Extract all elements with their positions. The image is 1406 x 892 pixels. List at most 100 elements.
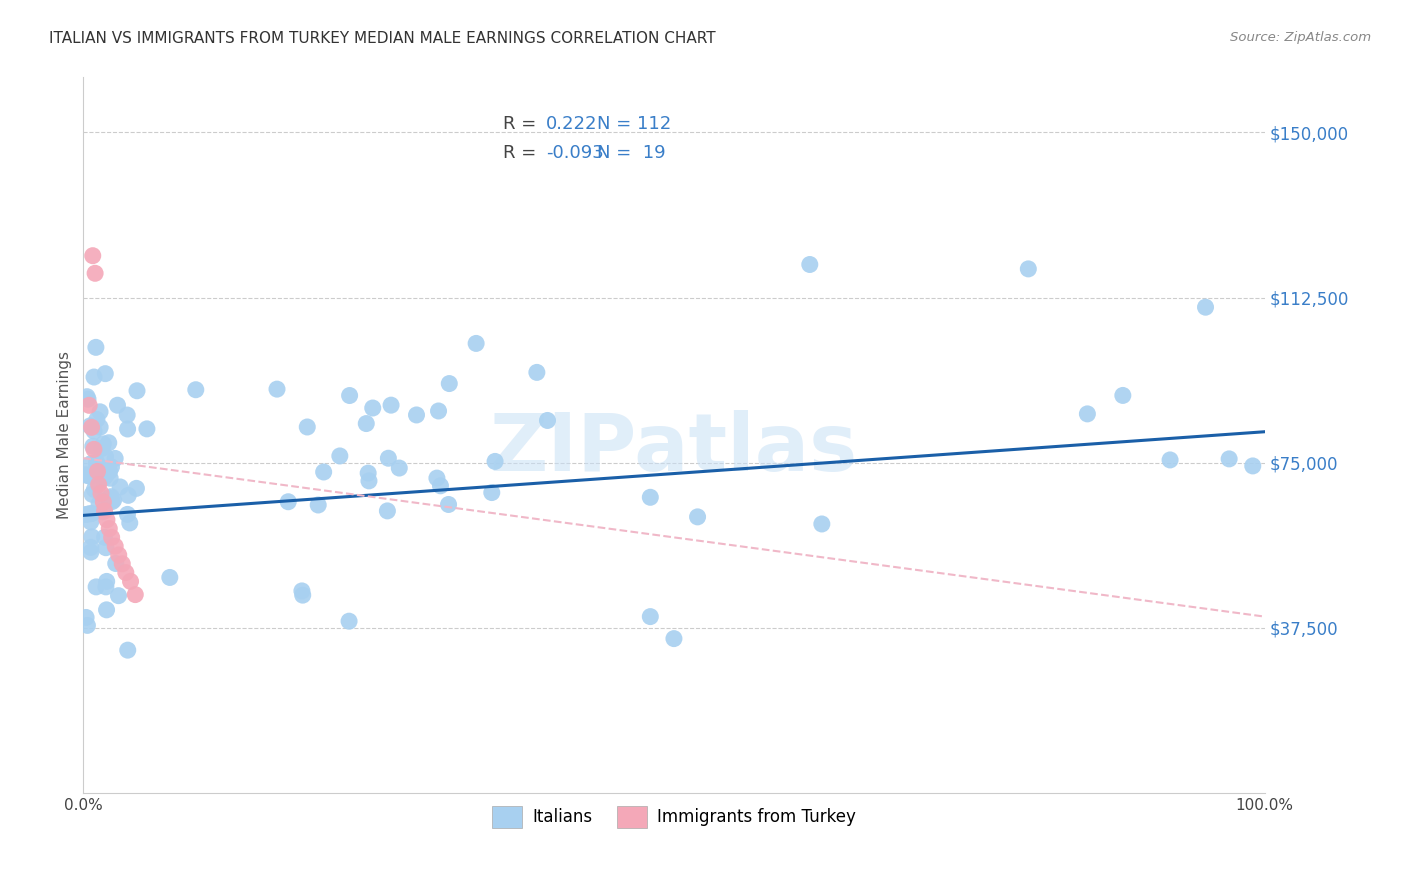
Point [79,418,101,433]
Point [356,417,378,431]
Point [117,643,139,657]
Point [439,376,461,391]
Text: N =  19: N = 19 [598,144,666,161]
Point [312,465,335,479]
Point [96,603,118,617]
Point [82,249,104,263]
Point [426,471,449,485]
Point [107,548,129,562]
Point [135,422,157,436]
Point [307,498,329,512]
Point [94,541,117,555]
Point [94,580,117,594]
Point [117,488,139,502]
Point [117,422,139,436]
Point [77,507,100,521]
Point [125,384,148,398]
Text: 0.222: 0.222 [547,115,598,133]
Point [811,516,834,531]
Point [91,470,114,484]
Point [90,442,112,456]
Point [104,451,127,466]
Point [104,557,127,571]
Point [104,539,127,553]
Point [429,479,451,493]
Point [266,382,288,396]
Point [1194,300,1216,314]
Text: R =: R = [503,115,541,133]
Point [89,420,111,434]
Point [377,504,399,518]
Point [388,461,411,475]
Point [297,420,319,434]
Point [83,424,105,438]
Point [526,365,548,379]
Point [93,471,115,485]
Point [94,367,117,381]
Point [87,477,110,491]
Text: Source: ZipAtlas.com: Source: ZipAtlas.com [1230,31,1371,45]
Point [1159,453,1181,467]
Point [76,390,98,404]
Point [98,491,121,506]
Point [118,516,141,530]
Point [1218,451,1240,466]
Point [465,336,488,351]
Point [80,515,103,529]
Point [93,495,115,509]
Point [662,632,685,646]
Point [77,398,100,412]
Point [361,401,384,415]
Point [357,466,380,480]
Point [90,486,112,500]
Point [96,513,118,527]
Point [380,398,402,412]
Point [115,408,138,422]
Point [103,493,125,508]
Text: N = 112: N = 112 [598,115,672,133]
Point [83,442,105,457]
Point [80,507,103,521]
Point [1112,388,1135,402]
Point [98,471,121,485]
Point [339,388,361,402]
Point [100,493,122,508]
Point [640,609,662,624]
Point [686,509,709,524]
Point [107,398,129,412]
Text: ZIPatlas: ZIPatlas [489,410,858,488]
Point [100,530,122,544]
Point [86,458,108,472]
Point [73,467,96,482]
Legend: Italians, Immigrants from Turkey: Italians, Immigrants from Turkey [485,799,863,834]
Point [117,508,139,522]
Point [114,566,136,580]
Point [83,483,105,497]
Point [427,404,450,418]
Point [329,449,352,463]
Y-axis label: Median Male Earnings: Median Male Earnings [58,351,72,519]
Text: ITALIAN VS IMMIGRANTS FROM TURKEY MEDIAN MALE EARNINGS CORRELATION CHART: ITALIAN VS IMMIGRANTS FROM TURKEY MEDIAN… [49,31,716,46]
Point [86,412,108,426]
Point [91,437,114,451]
Point [1241,458,1264,473]
Point [124,588,146,602]
Point [75,610,97,624]
Point [481,485,503,500]
Point [93,504,115,518]
Point [86,455,108,469]
Point [87,497,110,511]
Point [437,498,460,512]
Point [98,464,121,478]
Point [536,413,558,427]
Point [86,464,108,478]
Point [82,487,104,501]
Point [184,383,207,397]
Point [405,408,427,422]
Point [357,474,380,488]
Point [91,467,114,481]
Point [75,508,97,522]
Point [120,574,142,589]
Point [82,439,104,453]
Point [377,451,399,466]
